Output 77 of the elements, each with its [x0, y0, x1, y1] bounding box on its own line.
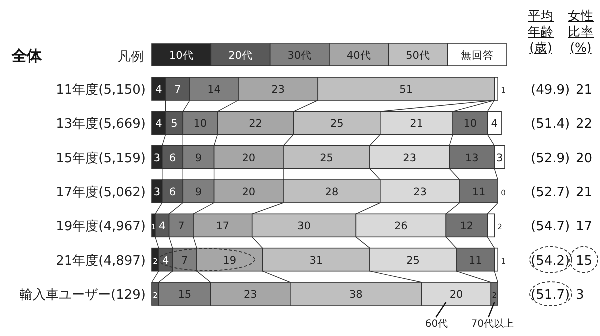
- data-label: 11: [472, 186, 486, 198]
- text: 20: [576, 151, 593, 166]
- data-label: 6: [169, 152, 176, 164]
- data-label: 30: [298, 220, 311, 233]
- data-label: 21: [410, 118, 424, 130]
- y-tick-label: 輸入車ユーザー(129): [20, 288, 146, 303]
- data-label: 15: [178, 289, 192, 301]
- y-tick-label: 11年度(5,150): [56, 82, 146, 98]
- text: 21: [576, 83, 593, 98]
- data-label: 3: [496, 152, 504, 164]
- data-label: 20: [242, 152, 256, 164]
- series-label: 10代: [169, 50, 194, 62]
- text: 30代: [288, 50, 312, 62]
- y-tick-label: 19年度(4,967): [56, 218, 146, 235]
- text: 22: [576, 117, 593, 132]
- data-label: 5: [171, 118, 178, 130]
- y-tick-label: 21年度(4,897): [56, 252, 146, 269]
- data-label: 25: [320, 152, 334, 164]
- text: (51.7): [531, 288, 570, 303]
- text: 21: [576, 186, 593, 200]
- data-label: 3: [154, 186, 161, 198]
- data-label: 23: [414, 186, 427, 198]
- text: 全体: [11, 47, 43, 65]
- data-label: 9: [195, 152, 202, 164]
- data-label: 7: [174, 84, 182, 96]
- data-label: 4: [491, 118, 498, 130]
- data-label: 22: [249, 118, 263, 130]
- data-label: 14: [208, 84, 222, 96]
- data-label: 11: [468, 254, 482, 267]
- data-label: 23: [244, 289, 258, 301]
- text: 平均年齢(歳): [528, 8, 554, 55]
- data-label: 4: [156, 84, 163, 96]
- data-label: 28: [325, 186, 339, 198]
- data-label: 19: [223, 254, 237, 267]
- data-label: 23: [272, 84, 286, 96]
- data-label: 10: [464, 118, 478, 130]
- data-label: 26: [394, 220, 408, 233]
- data-label: 23: [403, 152, 417, 164]
- data-label: 3: [154, 152, 161, 164]
- data-label: 12: [460, 220, 474, 233]
- data-label: 17: [216, 220, 230, 233]
- data-label: 10: [194, 118, 208, 130]
- text: (54.7): [531, 220, 570, 235]
- y-tick-label: 15年度(5,159): [56, 150, 146, 166]
- series-label: 70代以上: [471, 318, 514, 330]
- data-label: 4: [156, 118, 163, 130]
- series-label: 50代: [406, 50, 430, 62]
- data-label: 6: [169, 186, 176, 198]
- text: (52.7): [531, 186, 570, 200]
- text: 15: [576, 254, 593, 269]
- data-label: 4: [162, 254, 170, 267]
- data-label: 38: [350, 289, 363, 301]
- data-label: 51: [400, 84, 414, 96]
- text: (51.4): [531, 117, 570, 132]
- data-label: 4: [159, 220, 166, 233]
- data-label: 9: [195, 186, 202, 198]
- y-tick-label: 13年度(5,669): [56, 116, 146, 132]
- text: 20代: [228, 50, 253, 62]
- text: (49.9): [531, 83, 570, 98]
- text: 3: [576, 288, 584, 303]
- series-label: 無回答: [460, 50, 494, 62]
- data-label: 25: [330, 118, 344, 130]
- text: 40代: [346, 50, 372, 62]
- legend-title: 凡例: [118, 50, 144, 65]
- data-label: 7: [178, 220, 185, 233]
- text: (54.2): [531, 254, 570, 269]
- data-label: 20: [242, 186, 256, 198]
- data-label: 25: [406, 254, 420, 267]
- text: 17: [576, 220, 593, 235]
- text: 女性比率(%): [568, 8, 594, 55]
- data-label: 20: [450, 289, 464, 301]
- text: (52.9): [531, 151, 570, 166]
- data-label: 31: [310, 254, 324, 267]
- data-label: 7: [182, 254, 188, 267]
- series-label: 60代: [425, 319, 448, 330]
- data-label: 13: [465, 152, 479, 164]
- y-tick-label: 17年度(5,062): [56, 184, 146, 200]
